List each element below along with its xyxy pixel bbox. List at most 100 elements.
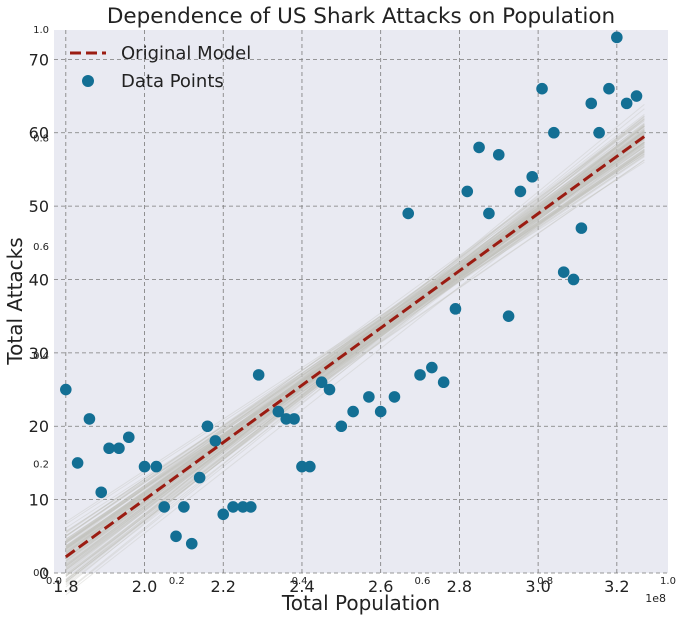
data-point bbox=[150, 460, 163, 473]
posterior-sample-line bbox=[65, 154, 645, 548]
chart-title: Dependence of US Shark Attacks on Popula… bbox=[107, 4, 615, 29]
x-tick-label: 3.0 bbox=[525, 577, 550, 596]
data-point bbox=[347, 405, 359, 418]
data-point bbox=[514, 185, 527, 198]
posterior-sample-line bbox=[65, 130, 645, 537]
posterior-sample-line bbox=[65, 146, 645, 559]
x-tick-label: 2.0 bbox=[132, 577, 157, 596]
posterior-sample-line bbox=[65, 142, 645, 541]
posterior-sample-line bbox=[65, 145, 645, 536]
data-point bbox=[363, 391, 375, 403]
posterior-sample-line bbox=[65, 150, 645, 560]
ghost-y-tick-label: 1.0 bbox=[33, 25, 49, 36]
y-tick-label: 0 bbox=[39, 564, 49, 583]
data-point bbox=[178, 501, 190, 513]
ghost-y-tick-label: 0.8 bbox=[33, 134, 49, 145]
posterior-sample-line bbox=[65, 142, 645, 544]
data-point bbox=[304, 460, 316, 473]
posterior-sample-line bbox=[65, 135, 645, 550]
data-point bbox=[557, 266, 570, 278]
posterior-sample-line bbox=[65, 142, 645, 537]
data-point bbox=[217, 508, 230, 521]
posterior-sample-line bbox=[65, 118, 645, 570]
x-offset-label: 1e8 bbox=[645, 592, 666, 605]
posterior-sample-line bbox=[65, 153, 645, 529]
ghost-tick-layer: 0.0 0.2 0.4 0.6 0.8 1.0 0.0 0.2 0.4 0.6 0.8 1.0 bbox=[33, 25, 676, 587]
model-line bbox=[64, 135, 646, 559]
posterior-sample-line bbox=[65, 132, 645, 553]
posterior-sample-line bbox=[65, 156, 645, 550]
data-point bbox=[227, 501, 239, 513]
data-point bbox=[103, 442, 115, 455]
data-point bbox=[603, 82, 615, 95]
data-point bbox=[461, 185, 474, 198]
ghost-y-tick-label: 0.6 bbox=[33, 242, 49, 253]
x-tick-label: 2.6 bbox=[368, 577, 393, 596]
posterior-sample-line bbox=[65, 103, 645, 582]
posterior-sample-line bbox=[65, 131, 645, 542]
data-point bbox=[83, 413, 96, 425]
posterior-sample-line bbox=[65, 151, 645, 550]
data-point bbox=[575, 222, 588, 234]
posterior-sample-line bbox=[65, 120, 645, 566]
data-point bbox=[483, 207, 495, 220]
posterior-sample-line bbox=[65, 146, 645, 553]
y-tick-label: 70 bbox=[29, 50, 49, 69]
ghost-x-tick-label: 0.6 bbox=[414, 576, 430, 587]
y-tick-label: 60 bbox=[29, 124, 49, 143]
posterior-sample-line bbox=[65, 128, 645, 575]
y-tick-label: 20 bbox=[29, 417, 49, 436]
posterior-sample-line bbox=[65, 137, 645, 571]
posterior-sample-line bbox=[65, 151, 645, 547]
data-point bbox=[437, 376, 450, 389]
data-point bbox=[272, 405, 285, 418]
data-point bbox=[630, 90, 643, 102]
data-point bbox=[593, 126, 605, 139]
ghost-x-tick-label: 1.0 bbox=[660, 576, 676, 587]
posterior-sample-line bbox=[65, 120, 645, 544]
data-point bbox=[585, 97, 598, 110]
posterior-sample-line bbox=[65, 118, 645, 554]
posterior-sample-line bbox=[65, 141, 645, 596]
posterior-sample-line bbox=[65, 125, 645, 555]
data-point bbox=[402, 207, 415, 220]
grid-layer bbox=[54, 30, 668, 574]
y-tick-label: 40 bbox=[29, 270, 49, 289]
legend-points-label: Data Points bbox=[121, 71, 224, 92]
posterior-sample-line bbox=[65, 133, 645, 544]
posterior-sample-line bbox=[65, 123, 645, 592]
posterior-sample-line bbox=[65, 131, 645, 555]
y-tick-label: 10 bbox=[29, 491, 49, 510]
data-point bbox=[288, 413, 300, 425]
data-point bbox=[414, 369, 426, 381]
x-tick-label: 2.2 bbox=[211, 577, 236, 596]
x-tick-label: 1.8 bbox=[53, 577, 78, 596]
data-point bbox=[426, 361, 438, 374]
data-point bbox=[201, 420, 214, 433]
posterior-sample-line bbox=[65, 141, 645, 565]
data-point bbox=[315, 376, 328, 389]
x-tick-label: 3.2 bbox=[604, 577, 629, 596]
posterior-sample-line bbox=[65, 149, 645, 552]
posterior-sample-line bbox=[65, 146, 645, 542]
posterior-sample-line bbox=[65, 125, 645, 552]
posterior-sample-line bbox=[65, 136, 645, 569]
posterior-sample-line bbox=[65, 148, 645, 550]
posterior-sample-line bbox=[65, 151, 645, 549]
data-point bbox=[170, 530, 182, 543]
posterior-sample-line bbox=[65, 131, 645, 554]
posterior-sample-line bbox=[65, 129, 645, 576]
posterior-sample-line bbox=[65, 134, 645, 534]
posterior-sample-line bbox=[65, 133, 645, 542]
posterior-sample-line bbox=[65, 131, 645, 568]
data-point bbox=[620, 97, 633, 110]
posterior-sample-line bbox=[65, 159, 645, 560]
posterior-sample-line bbox=[65, 159, 645, 561]
y-tick-label: 50 bbox=[29, 197, 49, 216]
data-point bbox=[526, 170, 539, 183]
data-point bbox=[502, 310, 515, 322]
data-point bbox=[536, 82, 548, 95]
posterior-sample-line bbox=[65, 137, 645, 537]
